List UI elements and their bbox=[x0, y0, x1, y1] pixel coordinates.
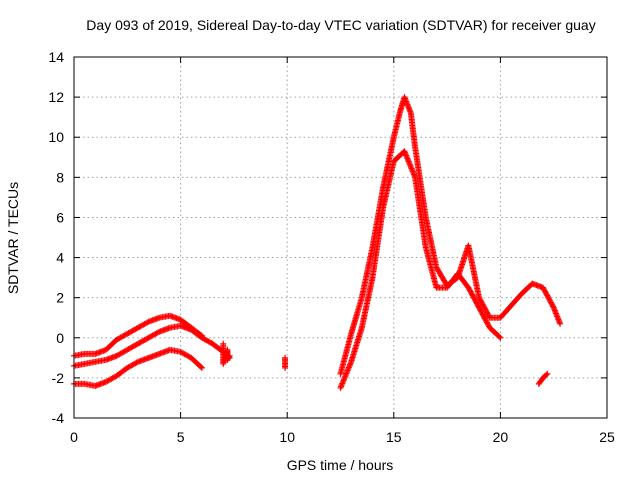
data-point bbox=[544, 370, 551, 377]
data-point bbox=[154, 329, 161, 336]
data-point bbox=[225, 354, 232, 361]
grid bbox=[74, 57, 607, 418]
data-point bbox=[543, 371, 550, 378]
y-tick-label: 10 bbox=[48, 129, 64, 145]
y-axis-label: SDTVAR / TECUs bbox=[5, 182, 21, 294]
data-point bbox=[197, 363, 204, 370]
series-trace-isolated-10h bbox=[282, 354, 289, 371]
series-trace-isolated-22h bbox=[535, 370, 551, 387]
x-tick-label: 25 bbox=[599, 429, 615, 445]
y-tick-label: 4 bbox=[56, 250, 64, 266]
y-tick-label: 14 bbox=[48, 49, 64, 65]
y-tick-label: 2 bbox=[56, 290, 64, 306]
data-point bbox=[497, 334, 504, 341]
data-point bbox=[198, 364, 205, 371]
data-point bbox=[549, 303, 556, 310]
series-trace-lower-morning bbox=[71, 346, 205, 389]
series-trace-middle-morning bbox=[71, 322, 233, 369]
x-tick-label: 10 bbox=[279, 429, 295, 445]
y-tick-label: -2 bbox=[52, 370, 65, 386]
x-tick-label: 0 bbox=[70, 429, 78, 445]
y-tick-label: 12 bbox=[48, 89, 64, 105]
data-point bbox=[496, 333, 503, 340]
x-tick-label: 15 bbox=[386, 429, 402, 445]
series-trace-scatter-7h bbox=[220, 340, 233, 367]
x-axis-label: GPS time / hours bbox=[287, 457, 394, 473]
y-tick-label: -4 bbox=[52, 410, 65, 426]
series-trace-afternoon-lower bbox=[337, 148, 504, 391]
ticks bbox=[73, 56, 608, 419]
data-point bbox=[557, 320, 564, 327]
data-point bbox=[133, 359, 140, 366]
x-tick-label: 5 bbox=[177, 429, 185, 445]
tick-labels: 0 5 10 15 20 25 -4 -2 0 2 4 6 8 10 12 14 bbox=[48, 49, 615, 445]
data-point bbox=[282, 364, 289, 371]
data-marks bbox=[71, 94, 564, 391]
x-tick-label: 20 bbox=[493, 429, 509, 445]
series-trace-afternoon-upper bbox=[337, 94, 564, 377]
data-point bbox=[144, 319, 151, 326]
chart-title: Day 093 of 2019, Sidereal Day-to-day VTE… bbox=[86, 17, 595, 33]
y-tick-label: 8 bbox=[56, 169, 64, 185]
y-tick-label: 0 bbox=[56, 330, 64, 346]
plot-frame bbox=[73, 56, 608, 419]
data-point bbox=[226, 352, 233, 359]
y-tick-label: 6 bbox=[56, 209, 64, 225]
